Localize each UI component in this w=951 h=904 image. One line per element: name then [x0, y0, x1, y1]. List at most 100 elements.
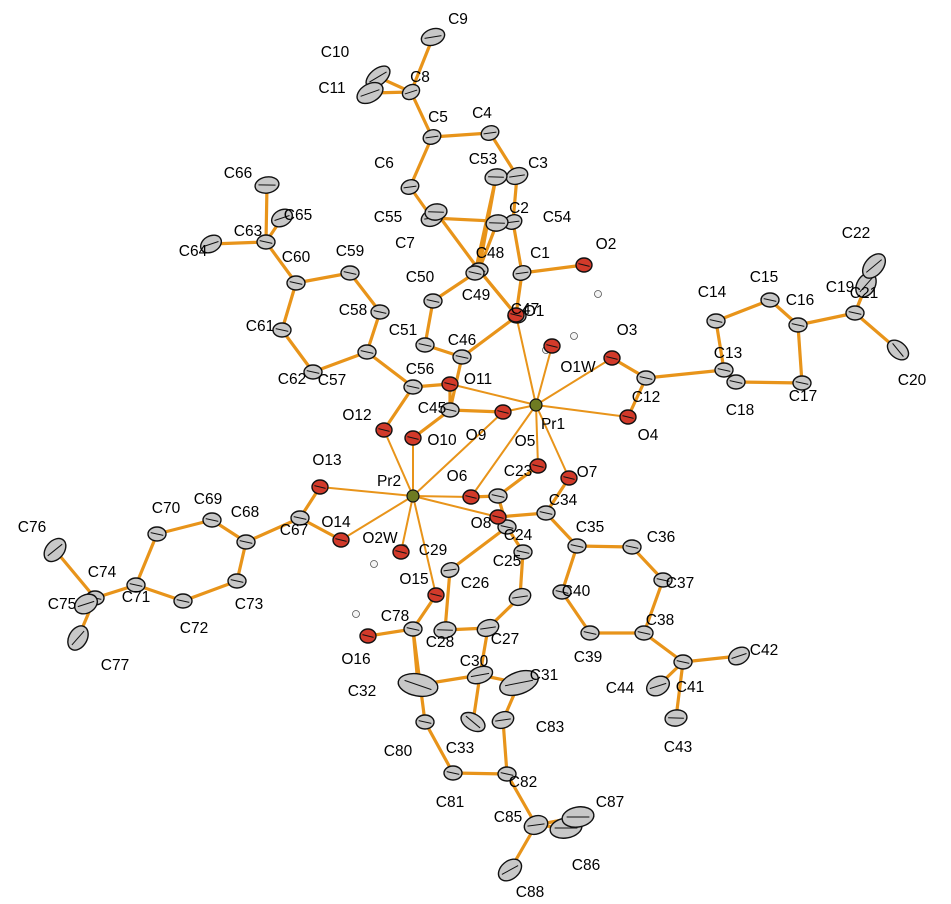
atom-label-c63: C63 [234, 223, 262, 240]
atom-label-c21: C21 [850, 285, 878, 302]
atom-label-c38: C38 [646, 612, 674, 629]
atom-c68-octant-line [239, 540, 253, 544]
bond-c56-c57 [365, 350, 415, 389]
atom-label-c57: C57 [318, 372, 346, 389]
atom-c77-octant-line [71, 630, 85, 646]
atom-label-c6: C6 [374, 155, 394, 172]
atom-label-c69: C69 [194, 491, 222, 508]
atom-label-c82: C82 [509, 774, 537, 791]
bond-c1-c2 [511, 220, 524, 275]
atom-label-c31: C31 [530, 667, 558, 684]
atom-label-c29: C29 [419, 542, 447, 559]
coordination-bond-pr1-o5 [535, 404, 539, 467]
atom-c37-octant-line [656, 578, 670, 582]
hydrogen-atom-5 [370, 560, 378, 568]
atom-c80-octant-line [418, 720, 432, 724]
bond-c80-c81 [423, 720, 455, 775]
atom-label-c32: C32 [348, 683, 376, 700]
atom-label-c22: C22 [842, 225, 870, 242]
bond-c56-o12 [382, 385, 415, 432]
atom-c86-octant-line [554, 827, 578, 829]
atom-label-o5: O5 [515, 433, 536, 450]
atom-label-c28: C28 [426, 634, 454, 651]
atom-label-c77: C77 [101, 657, 129, 674]
atom-label-c74: C74 [88, 564, 117, 581]
atom-label-c3: C3 [528, 155, 548, 172]
atom-label-c68: C68 [231, 504, 259, 521]
atom-c27-octant-line [480, 626, 496, 630]
atom-c20-octant-line [892, 343, 904, 357]
atom-c19-octant-line [848, 311, 862, 315]
atom-c69-octant-line [205, 518, 219, 522]
atom-label-c34: C34 [549, 492, 578, 509]
atom-label-c40: C40 [562, 583, 591, 600]
labels-layer: C1 C2 C3 C4 C5 C6 C7 C8 C9 C10 C11 C12 C13 C14 C15 C16 C… [18, 11, 927, 901]
atom-o2-octant-line [578, 263, 590, 267]
atom-c34-octant-line [539, 511, 553, 515]
atom-label-c12: C12 [632, 389, 660, 406]
atom-c66-octant-line [258, 184, 276, 186]
atom-label-c73: C73 [235, 596, 263, 613]
atom-label-c49: C49 [462, 287, 490, 304]
atom-label-c39: C39 [574, 649, 602, 666]
bond-c41-c43 [674, 660, 685, 720]
atom-label-c1: C1 [530, 245, 550, 262]
atom-label-c58: C58 [339, 302, 367, 319]
atom-c14-octant-line [709, 319, 723, 323]
atom-c57-octant-line [360, 350, 374, 354]
atom-label-c20: C20 [898, 372, 927, 389]
coordination-bond-pr2-o14 [340, 495, 414, 541]
bond-c14-c15 [714, 298, 772, 323]
bond-c1-o2 [520, 263, 586, 275]
atom-o15-octant-line [430, 593, 442, 597]
atom-label-c14: C14 [698, 284, 727, 301]
atom-c64-octant-line [203, 241, 219, 247]
atom-c67-octant-line [293, 516, 307, 520]
atom-c9-octant-line [424, 35, 442, 39]
bond-c82-c85 [505, 772, 538, 827]
hydrogen-atom-2 [570, 332, 578, 340]
atom-c51-octant-line [418, 343, 432, 347]
atom-label-c87: C87 [596, 794, 624, 811]
atom-c15-octant-line [763, 298, 777, 302]
coordination-bond-pr2-o8 [412, 495, 499, 518]
atom-label-c36: C36 [647, 529, 675, 546]
atom-o3-octant-line [606, 356, 618, 360]
atom-label-c15: C15 [750, 269, 778, 286]
atom-pr2 [406, 489, 420, 503]
atom-label-c13: C13 [714, 345, 742, 362]
bond-c46-c47 [460, 314, 519, 359]
atom-c44-octant-line [649, 682, 667, 690]
atom-o1w-octant-line [546, 344, 558, 348]
atom-c10-octant-line [369, 71, 387, 83]
atom-c65-octant-line [274, 215, 290, 221]
bond-c72-c73 [181, 579, 239, 603]
atom-o11-octant-line [444, 382, 456, 386]
atom-pr1 [529, 398, 543, 412]
bond-c29-c24 [448, 525, 509, 572]
atom-c16-octant-line [791, 323, 805, 327]
atom-label-c23: C23 [504, 463, 532, 480]
atom-c82-octant-line [500, 772, 514, 776]
atom-label-c59: C59 [336, 243, 364, 260]
bond-c28-c29 [443, 568, 452, 632]
coordination-bond-pr1-o6 [470, 404, 537, 498]
atom-label-c30: C30 [460, 653, 489, 670]
atom-c41-octant-line [676, 660, 690, 664]
atom-label-o3: O3 [617, 322, 638, 339]
atom-label-c2: C2 [509, 200, 529, 217]
atom-o7-octant-line [563, 476, 575, 480]
atom-o14-octant-line [335, 538, 347, 542]
atom-c3-octant-line [509, 174, 525, 178]
atom-c22-octant-line [866, 259, 882, 273]
atom-c32-octant-line [404, 679, 432, 691]
atom-label-c5: C5 [428, 109, 448, 126]
atom-label-c85: C85 [494, 809, 522, 826]
atom-o4-octant-line [622, 415, 634, 419]
atom-c38-octant-line [637, 631, 651, 635]
bond-c17-c18 [734, 380, 804, 385]
atom-label-o2w: O2W [362, 530, 398, 547]
atom-c11-octant-line [360, 89, 380, 97]
atom-label-o12: O12 [342, 407, 371, 424]
bond-c16-c17 [796, 323, 804, 385]
